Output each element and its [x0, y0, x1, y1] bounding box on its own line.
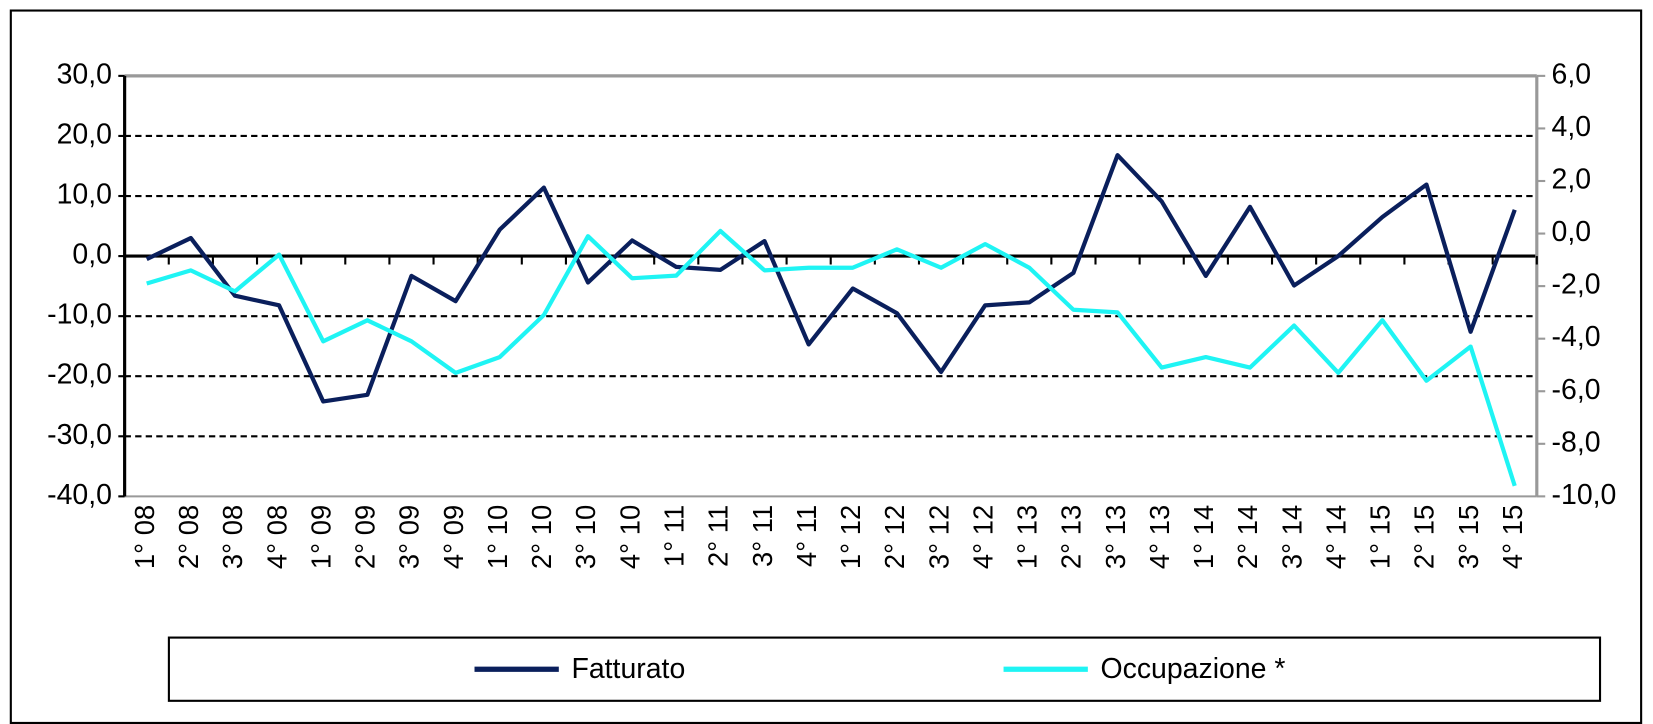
x-tick-label: 4° 11 — [791, 505, 822, 567]
y-tick-label: -20,0 — [47, 359, 112, 391]
y-tick-label: -30,0 — [47, 419, 112, 451]
x-tick-label: 1° 10 — [482, 505, 513, 569]
x-tick-label: 4° 15 — [1497, 505, 1528, 569]
chart-border — [9, 9, 1643, 724]
x-tick-label: 4° 13 — [1144, 505, 1175, 569]
x-tick-label: 2° 11 — [703, 505, 734, 567]
x-tick-label: 4° 14 — [1320, 505, 1351, 569]
legend-label: Occupazione * — [1101, 653, 1286, 685]
y-tick-label: -40,0 — [47, 479, 112, 511]
y2-tick-label: 0,0 — [1552, 216, 1592, 248]
y2-tick-label: -2,0 — [1552, 269, 1601, 301]
x-tick-label: 4° 09 — [438, 505, 469, 569]
series-line — [146, 228, 1517, 487]
y-tick-label: 10,0 — [57, 179, 112, 211]
x-tick-label: 1° 08 — [129, 505, 160, 569]
x-tick-label: 4° 08 — [261, 505, 292, 569]
x-tick-label: 2° 15 — [1409, 505, 1440, 569]
y2-tick-label: -4,0 — [1552, 321, 1601, 353]
x-tick-label: 1° 15 — [1365, 505, 1396, 569]
x-tick-label: 2° 10 — [526, 505, 557, 569]
x-tick-label: 4° 12 — [967, 505, 998, 569]
x-tick-label: 2° 09 — [350, 505, 381, 569]
y-tick-label: 30,0 — [57, 58, 112, 90]
x-tick-label: 3° 10 — [570, 505, 601, 569]
y2-tick-label: 6,0 — [1552, 58, 1592, 90]
x-tick-label: 2° 14 — [1232, 505, 1263, 569]
series-line — [145, 153, 1517, 404]
y2-tick-label: -8,0 — [1552, 426, 1601, 458]
legend-box — [167, 636, 1602, 702]
legend-label: Fatturato — [571, 653, 685, 685]
x-tick-label: 3° 11 — [747, 505, 778, 567]
y-tick-label: -10,0 — [47, 299, 112, 331]
y2-tick-label: 2,0 — [1552, 164, 1592, 196]
y2-tick-label: 4,0 — [1552, 111, 1592, 143]
x-tick-label: 3° 09 — [394, 505, 425, 569]
x-tick-label: 3° 08 — [217, 505, 248, 569]
x-tick-label: 3° 15 — [1453, 505, 1484, 569]
x-tick-label: 2° 08 — [173, 505, 204, 569]
y-tick-label: 0,0 — [72, 239, 112, 271]
x-tick-label: 1° 12 — [835, 505, 866, 569]
x-tick-label: 3° 12 — [923, 505, 954, 569]
x-tick-label: 1° 11 — [658, 505, 689, 567]
x-tick-label: 2° 12 — [879, 505, 910, 569]
x-tick-label: 1° 09 — [305, 505, 336, 569]
x-tick-label: 3° 13 — [1100, 505, 1131, 569]
x-tick-label: 1° 13 — [1012, 505, 1043, 569]
x-tick-label: 2° 13 — [1056, 505, 1087, 569]
x-tick-label: 3° 14 — [1276, 505, 1307, 569]
y-tick-label: 20,0 — [57, 118, 112, 150]
y2-tick-label: -6,0 — [1552, 374, 1601, 406]
x-tick-label: 4° 10 — [614, 505, 645, 569]
y2-tick-label: -10,0 — [1552, 479, 1617, 511]
x-tick-label: 1° 14 — [1188, 505, 1219, 569]
